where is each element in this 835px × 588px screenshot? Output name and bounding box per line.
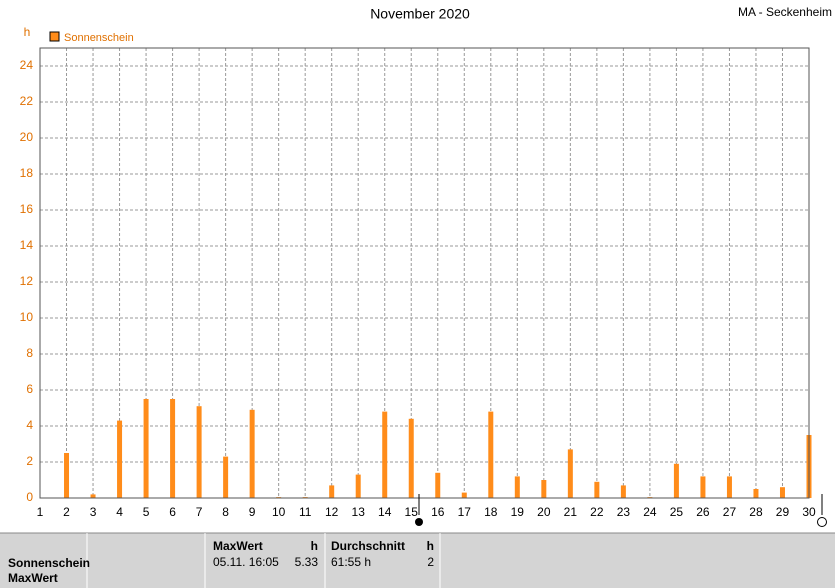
bar [223,456,229,498]
x-tick-label: 8 [222,505,229,519]
x-tick-label: 5 [143,505,150,519]
y-tick-label: 6 [26,382,33,396]
col-unit: h [427,539,434,553]
y-tick-label: 2 [26,454,33,468]
y-tick-label: 18 [20,166,34,180]
stats-table: Sonnenschein MaxWert MaxWert h 05.11. 16… [0,532,835,588]
table-bg [0,533,835,588]
x-tick-label: 26 [696,505,710,519]
x-tick-label: 27 [723,505,737,519]
x-tick-label: 21 [564,505,578,519]
x-tick-label: 7 [196,505,203,519]
bar [461,492,467,498]
bar [779,487,785,498]
y-tick-label: 14 [20,238,34,252]
bar [700,476,706,498]
y-tick-label: 20 [20,130,34,144]
y-tick-label: 24 [20,58,34,72]
legend-swatch [49,31,60,42]
x-tick-label: 4 [116,505,123,519]
bar [567,449,573,498]
full-moon-icon [817,517,827,527]
x-tick-label: 23 [617,505,631,519]
x-tick-label: 28 [749,505,763,519]
x-tick-label: 18 [484,505,498,519]
x-tick-label: 19 [511,505,525,519]
bar [90,494,96,498]
x-tick-label: 2 [63,505,70,519]
y-tick-label: 4 [26,418,33,432]
row-label: Sonnenschein [8,556,90,570]
x-tick-label: 12 [325,505,339,519]
bar [726,476,732,498]
bar [170,399,176,498]
x-tick-label: 24 [643,505,657,519]
bar [117,420,123,498]
bar [249,409,255,498]
legend-label: Sonnenschein [64,32,134,44]
chart-title: November 2020 [370,6,470,22]
bar [143,399,149,498]
cell: 5.33 [295,555,319,569]
y-tick-label: 16 [20,202,34,216]
bar [673,463,679,498]
station-name: MA - Seckenheim [738,5,832,19]
x-tick-label: 25 [670,505,684,519]
col-header: Durchschnitt [331,539,405,553]
bar [620,485,626,498]
bar [514,476,520,498]
y-unit: h [24,25,31,39]
cell: 2 [427,555,434,569]
y-tick-label: 12 [20,274,34,288]
col-unit: h [311,539,318,553]
x-tick-label: 9 [249,505,256,519]
x-tick-label: 14 [378,505,392,519]
x-tick-label: 22 [590,505,604,519]
bar [64,453,70,498]
x-tick-label: 15 [405,505,419,519]
bar [541,480,547,498]
x-tick-label: 6 [169,505,176,519]
x-tick-label: 20 [537,505,551,519]
bar [488,411,494,498]
bar [329,485,335,498]
plot-frame [39,47,810,499]
y-tick-label: 10 [20,310,34,324]
x-tick-label: 1 [37,505,44,519]
x-tick-label: 30 [802,505,816,519]
bar [408,418,414,498]
bar [355,474,361,498]
bar [196,406,202,498]
row-label: MaxWert [8,571,58,585]
bar [382,411,388,498]
x-tick-label: 17 [458,505,472,519]
cell: 05.11. 16:05 [213,555,279,569]
x-tick-label: 16 [431,505,445,519]
bar [594,481,600,498]
new-moon-icon [415,518,423,526]
col-header: MaxWert [213,539,263,553]
x-tick-label: 13 [352,505,366,519]
x-tick-label: 3 [90,505,97,519]
x-tick-label: 11 [299,505,312,519]
y-tick-label: 8 [26,346,33,360]
y-tick-label: 0 [26,490,33,504]
bar [753,489,759,498]
x-tick-label: 29 [776,505,790,519]
bar [435,472,441,498]
y-tick-label: 22 [20,94,34,108]
x-tick-label: 10 [272,505,286,519]
cell: 61:55 h [331,555,371,569]
